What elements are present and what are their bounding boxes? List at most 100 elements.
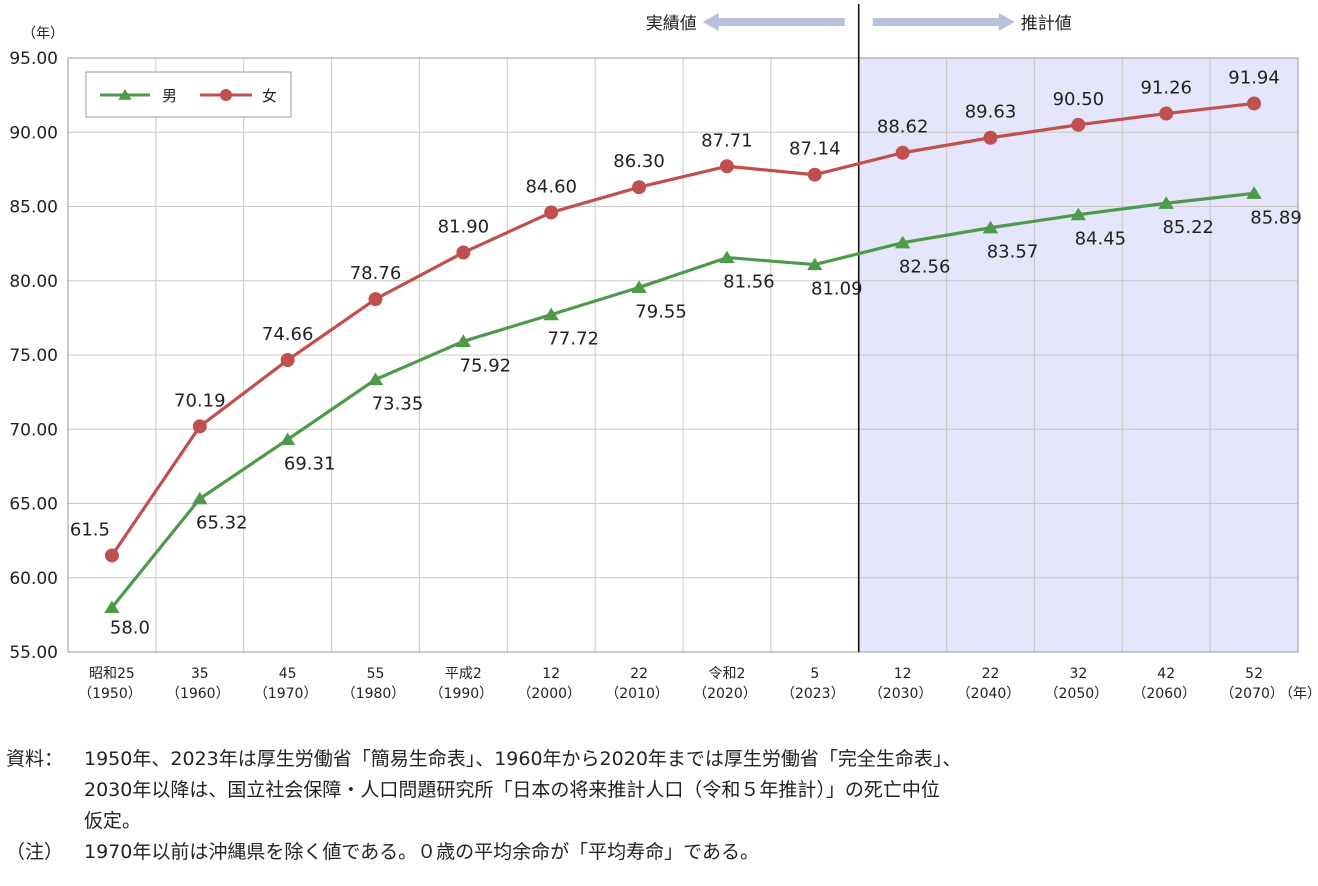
y-tick-label: 75.00 xyxy=(9,346,58,366)
male-point xyxy=(1246,186,1262,199)
note-row: （注） 1970年以前は沖縄県を除く値である。０歳の平均余命が「平均寿命」である… xyxy=(6,837,1306,868)
y-axis-label: （年） xyxy=(22,26,64,42)
note-line: 1970年以前は沖縄県を除く値である。０歳の平均余命が「平均寿命」である。 xyxy=(84,841,759,863)
male-data-label: 69.31 xyxy=(284,453,336,474)
x-tick-year: （2000） xyxy=(517,686,581,702)
x-tick-year: （2050） xyxy=(1045,686,1109,702)
male-point xyxy=(982,220,999,234)
female-data-label: 81.90 xyxy=(438,217,490,238)
female-point xyxy=(1247,96,1262,111)
x-tick-year: （2020） xyxy=(693,686,757,702)
legend-female-marker xyxy=(220,89,232,101)
plot-frame xyxy=(67,57,1299,653)
female-data-label: 89.63 xyxy=(965,102,1017,123)
x-tick-year: （2010） xyxy=(605,686,669,702)
female-data-label: 84.60 xyxy=(525,176,577,197)
source-row: 資料： 1950年、2023年は厚生労働省「簡易生命表」、1960年から2020… xyxy=(6,744,1306,837)
female-data-label: 78.76 xyxy=(350,263,402,284)
male-data-label: 77.72 xyxy=(547,329,599,350)
x-tick-year: （2030） xyxy=(869,686,933,702)
male-data-label: 65.32 xyxy=(196,513,248,534)
x-tick-label: 55 xyxy=(367,666,385,682)
female-point xyxy=(807,167,822,182)
female-point xyxy=(280,353,295,368)
female-point xyxy=(632,180,647,195)
x-tick-label: 35 xyxy=(191,666,209,682)
y-tick-label: 70.00 xyxy=(9,420,58,440)
x-tick-label: 32 xyxy=(1069,666,1087,682)
male-point xyxy=(807,257,823,271)
female-data-label: 90.50 xyxy=(1053,89,1105,110)
male-data-label: 75.92 xyxy=(460,355,512,376)
female-point xyxy=(544,205,559,220)
x-tick-label: 45 xyxy=(279,666,297,682)
male-data-label: 85.22 xyxy=(1162,217,1214,238)
male-data-label: 58.0 xyxy=(110,617,150,638)
y-tick-label: 90.00 xyxy=(9,123,58,143)
female-point xyxy=(192,419,207,434)
female-point xyxy=(456,245,471,260)
y-tick-label: 80.00 xyxy=(9,272,58,292)
x-tick-label: 22 xyxy=(982,666,1000,682)
female-data-label: 91.26 xyxy=(1140,78,1192,99)
x-tick-label: 12 xyxy=(894,666,912,682)
actual-label: 実績値 xyxy=(646,14,697,34)
x-tick-year: （1970） xyxy=(254,686,318,702)
legend-male-marker xyxy=(118,89,132,100)
male-data-label: 81.56 xyxy=(723,272,775,293)
female-point xyxy=(104,548,119,563)
male-point xyxy=(192,491,208,505)
female-point xyxy=(368,292,383,307)
y-tick-label: 55.00 xyxy=(9,643,58,663)
arrow-right-icon xyxy=(872,13,1015,31)
female-point xyxy=(1159,106,1174,121)
series-line-female xyxy=(110,101,1255,557)
male-point xyxy=(455,334,472,347)
projected-label: 推計値 xyxy=(1021,14,1072,34)
male-data-label: 73.35 xyxy=(372,394,424,415)
x-tick-label: 令和2 xyxy=(708,666,745,682)
female-point xyxy=(1071,117,1086,132)
x-tick-label: 42 xyxy=(1157,666,1175,682)
x-tick-label: 5 xyxy=(810,666,819,682)
male-data-label: 81.09 xyxy=(811,279,863,300)
male-point xyxy=(894,235,911,249)
male-point xyxy=(1070,207,1087,221)
x-tick-label: 昭和25 xyxy=(89,666,135,682)
x-tick-label: 52 xyxy=(1245,666,1263,682)
x-tick-year: （1980） xyxy=(342,686,406,702)
source-line: 1950年、2023年は厚生労働省「簡易生命表」、1960年から2020年までは… xyxy=(84,748,962,770)
y-tick-label: 60.00 xyxy=(9,569,58,589)
female-data-label: 87.14 xyxy=(789,139,841,160)
x-tick-label: 22 xyxy=(630,666,648,682)
x-tick-year: （2070） xyxy=(1220,686,1284,702)
arrow-left-icon xyxy=(702,13,845,31)
male-data-label: 84.45 xyxy=(1075,229,1127,250)
series-line-male xyxy=(110,191,1255,609)
female-data-label: 61.5 xyxy=(70,519,110,540)
source-head: 資料： xyxy=(6,748,64,770)
male-data-label: 82.56 xyxy=(899,257,951,278)
x-tick-label: 12 xyxy=(542,666,560,682)
female-data-label: 88.62 xyxy=(877,117,929,138)
source-line: 仮定。 xyxy=(84,810,142,832)
y-tick-label: 85.00 xyxy=(9,198,58,218)
x-tick-label: 平成2 xyxy=(445,666,482,682)
male-data-label: 85.89 xyxy=(1250,207,1302,228)
x-tick-year: （2040） xyxy=(957,686,1021,702)
male-point xyxy=(104,600,120,614)
male-point xyxy=(1158,196,1174,209)
female-data-label: 86.30 xyxy=(613,151,665,172)
male-data-label: 79.55 xyxy=(635,301,687,322)
male-point xyxy=(631,280,647,294)
male-point xyxy=(719,250,735,264)
x-tick-year: （1960） xyxy=(166,686,230,702)
male-point xyxy=(543,307,559,321)
note-head: （注） xyxy=(6,841,64,863)
x-tick-year: （1950） xyxy=(78,686,142,702)
y-tick-label: 65.00 xyxy=(9,495,58,515)
male-point xyxy=(367,372,384,386)
source-line: 2030年以降は、国立社会保障・人口問題研究所「日本の将来推計人口（令和５年推計… xyxy=(84,779,940,801)
female-point xyxy=(719,159,734,174)
male-point xyxy=(279,432,296,446)
